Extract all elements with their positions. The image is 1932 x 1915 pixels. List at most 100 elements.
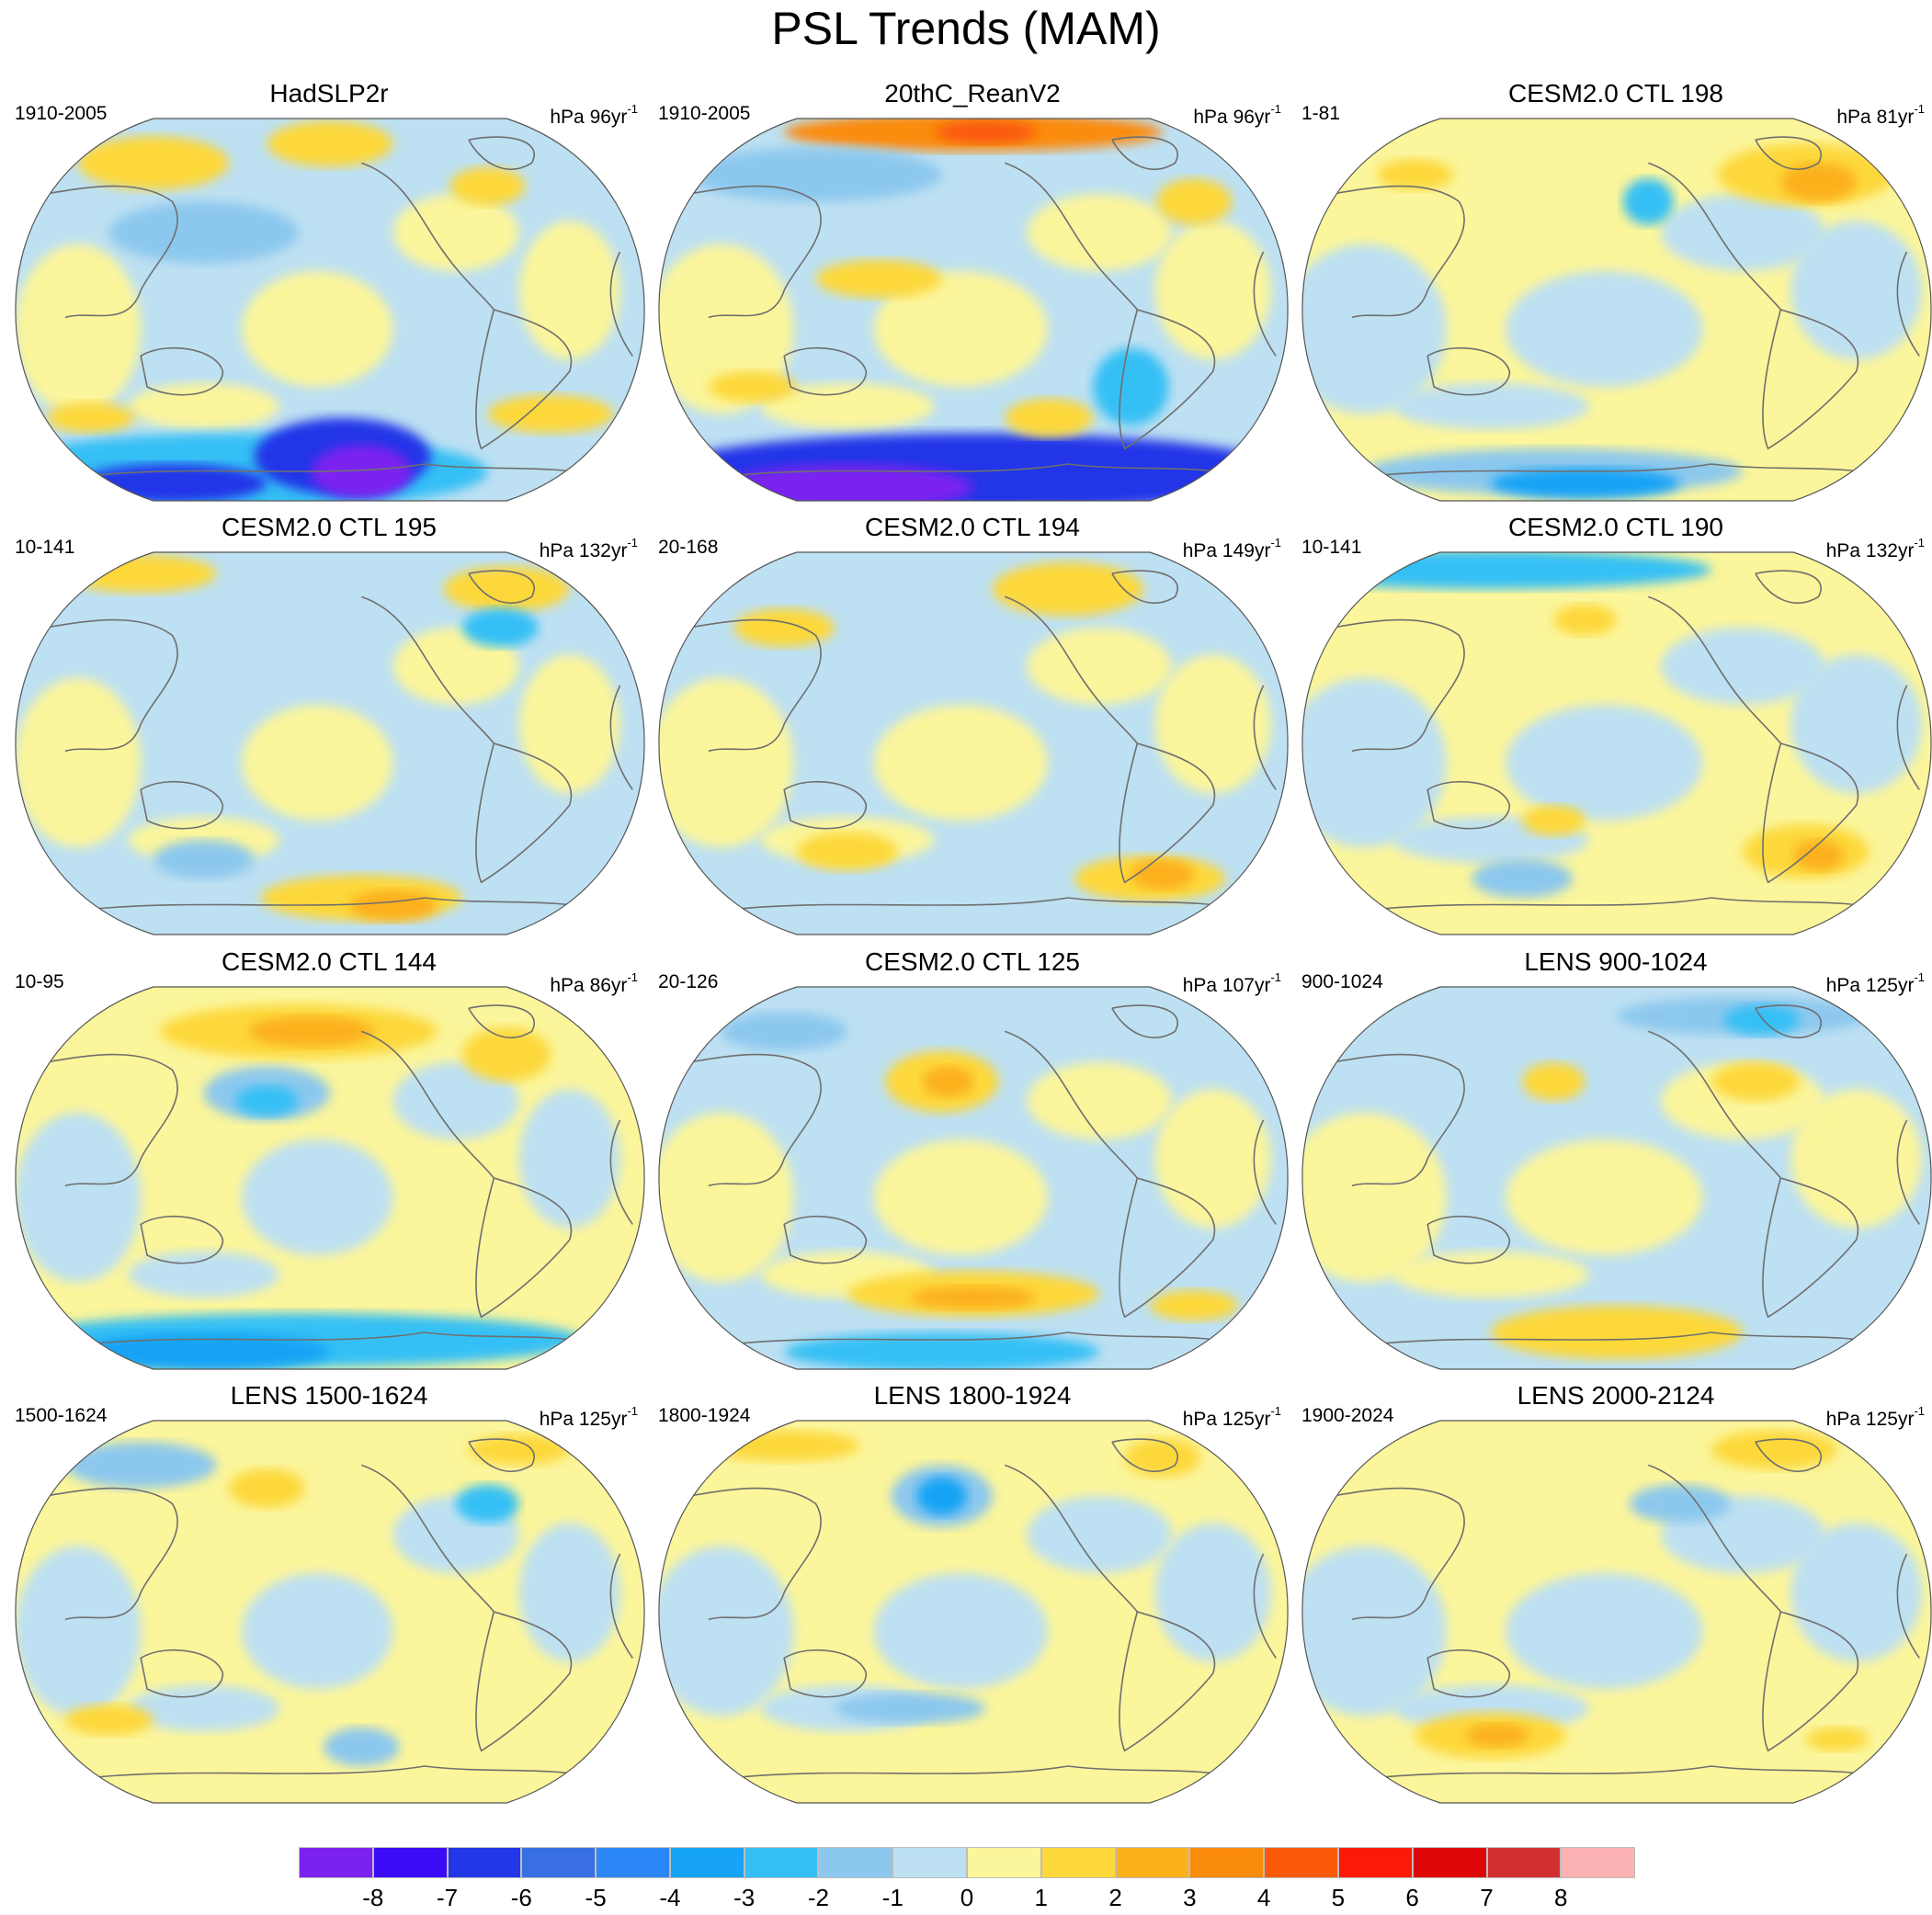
panel-units: hPa 132yr-1 (540, 534, 638, 563)
map-panel: CESM2.0 CTL 195 10-141 hPa 132yr-1 (7, 512, 651, 944)
trend-field-region (241, 1573, 393, 1689)
trend-contour-blob (1805, 1728, 1869, 1751)
colorbar-tick-label: 0 (960, 1884, 974, 1911)
colorbar-swatch (1115, 1847, 1190, 1878)
trend-contour-blob (1710, 1062, 1800, 1101)
colorbar-swatch (299, 1847, 373, 1878)
coastline (140, 1649, 224, 1698)
trend-field-region (518, 1523, 620, 1662)
coastline (475, 1177, 573, 1319)
coastline (733, 1765, 1239, 1779)
trend-contour-blob (1723, 1004, 1800, 1036)
trend-contour-blob (77, 136, 230, 190)
coastline (1755, 570, 1822, 604)
map-panel: CESM2.0 CTL 194 20-168 hPa 149yr-1 (651, 512, 1294, 944)
panel-period: 1-81 (1301, 103, 1341, 124)
panel-units: hPa 125yr-1 (540, 1402, 638, 1432)
colorbar-tick-label: -8 (362, 1884, 384, 1911)
colorbar-tick-label: 1 (1034, 1884, 1048, 1911)
panel-units: hPa 81yr-1 (1836, 100, 1925, 130)
robinson-map (1301, 986, 1932, 1370)
coastline (783, 346, 868, 396)
coastline (1896, 1553, 1920, 1659)
trend-field-region (1392, 382, 1589, 430)
trend-contour-blob (1522, 1062, 1585, 1101)
coastline (689, 1487, 822, 1621)
coastline (1762, 309, 1859, 450)
trend-field-region (128, 1251, 280, 1298)
coastline (689, 1053, 822, 1187)
panel-units: hPa 107yr-1 (1183, 969, 1281, 998)
panel-units-exponent: -1 (1270, 536, 1281, 550)
coastline (1111, 1438, 1178, 1472)
trend-field-region (1027, 628, 1173, 705)
coastline (733, 1331, 1239, 1345)
trend-field-region (873, 705, 1048, 821)
coastline (1377, 1331, 1882, 1345)
coastline (1426, 780, 1511, 830)
panel-period: 1900-2024 (1301, 1405, 1394, 1426)
map-panel: CESM2.0 CTL 144 10-95 hPa 86yr-1 (7, 946, 651, 1378)
trend-field-region (1154, 1523, 1271, 1662)
map-panel: LENS 1800-1924 1800-1924 hPa 125yr-1 (651, 1380, 1294, 1812)
colorbar-tick-label: -2 (807, 1884, 829, 1911)
trend-contour-blob (324, 1728, 400, 1766)
coastline (1377, 897, 1882, 911)
coastline (1377, 1765, 1882, 1779)
trend-field-region (15, 244, 142, 414)
panel-period: 900-1024 (1301, 971, 1383, 992)
coastline (361, 1030, 494, 1179)
map-border (15, 1420, 645, 1804)
coastline (475, 742, 573, 884)
coastline (1333, 1053, 1465, 1187)
trend-contour-blob (1131, 859, 1195, 890)
coastline (1755, 136, 1822, 170)
trend-contour-blob (46, 402, 135, 434)
trend-contour-blob (64, 1442, 217, 1489)
trend-field-region (1506, 1573, 1703, 1689)
panel-title: HadSLP2r (269, 79, 389, 108)
trend-field-region (658, 244, 794, 414)
trend-contour-blob (708, 1430, 860, 1462)
coastline (609, 1119, 633, 1225)
trend-field-region (1027, 1496, 1173, 1573)
trend-contour-blob (1710, 1430, 1838, 1469)
coastline (1333, 618, 1465, 753)
trend-contour-blob (348, 890, 438, 922)
robinson-map (15, 1420, 645, 1804)
colorbar-tick-label: -4 (659, 1884, 681, 1911)
coastline (1119, 742, 1216, 884)
colorbar-tick-label: 8 (1553, 1884, 1568, 1911)
panel-period: 1910-2005 (658, 103, 751, 124)
panel-title: CESM2.0 CTL 198 (1508, 79, 1723, 108)
colorbar-swatch (744, 1847, 819, 1878)
trend-contour-blob (1622, 178, 1674, 225)
trend-contour-blob (708, 371, 797, 402)
coastline (475, 309, 573, 450)
coastline (90, 1331, 596, 1345)
coastline (1005, 1030, 1138, 1179)
panel-units-exponent: -1 (1914, 536, 1925, 550)
colorbar (299, 1847, 1636, 1878)
map-border (15, 551, 645, 935)
panel-units: hPa 86yr-1 (550, 969, 638, 998)
map-border (658, 1420, 1289, 1804)
colorbar-swatch (1486, 1847, 1562, 1878)
trend-contour-blob (689, 147, 942, 202)
trend-field-region (1506, 705, 1703, 821)
panel-title: CESM2.0 CTL 194 (865, 513, 1080, 541)
trend-contour-blob (456, 1484, 519, 1524)
trend-contour-blob (910, 1286, 1037, 1309)
coastline (1896, 685, 1920, 790)
coastline (1253, 251, 1277, 357)
panel-period: 10-141 (1301, 537, 1362, 558)
robinson-map (15, 118, 645, 502)
colorbar-swatch (1337, 1847, 1413, 1878)
trend-contour-blob (1578, 1317, 1680, 1348)
trend-field-region (1661, 628, 1825, 705)
trend-contour-blob (992, 561, 1144, 617)
panel-units: hPa 132yr-1 (1826, 534, 1925, 563)
trend-contour-blob (235, 1085, 299, 1116)
trend-contour-blob (916, 1477, 968, 1515)
trend-contour-blob (1377, 159, 1453, 190)
